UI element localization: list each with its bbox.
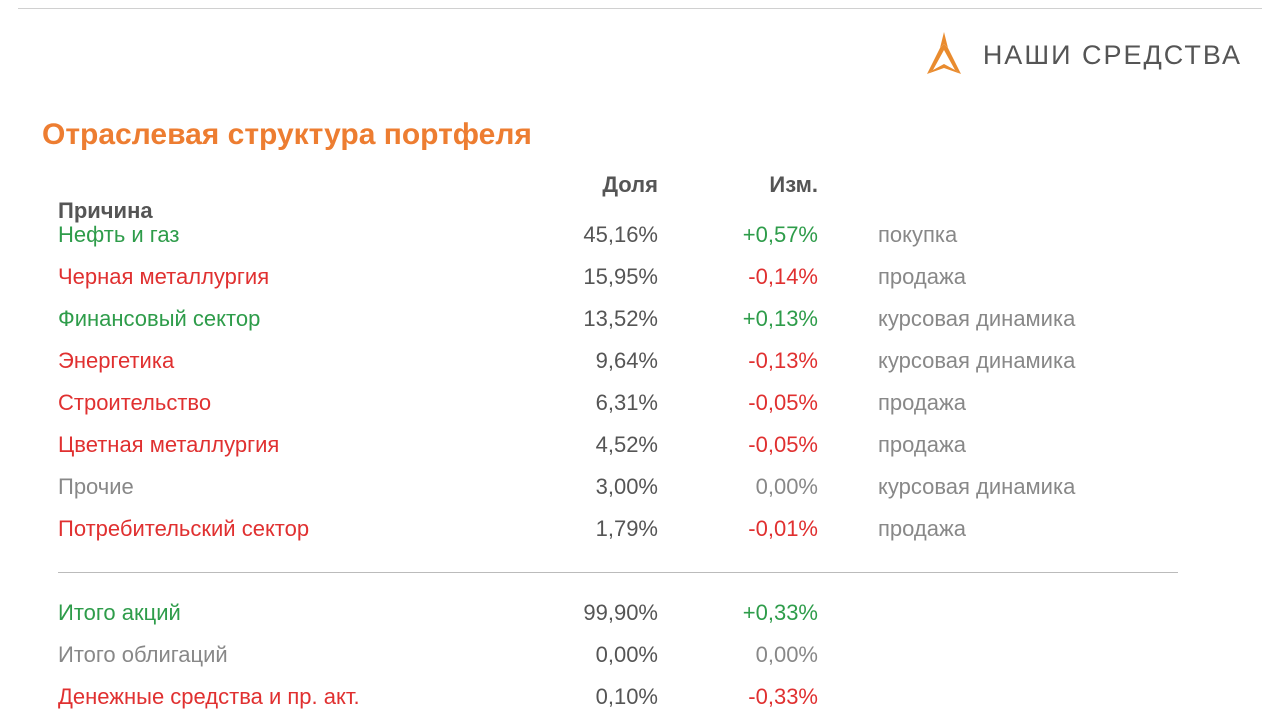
change-cell: -0,14%	[658, 264, 818, 290]
reason-cell: продажа	[878, 390, 1178, 416]
table-row: Строительство6,31%-0,05% продажа	[58, 382, 1178, 424]
change-cell: -0,05%	[658, 432, 818, 458]
sector-cell: Нефть и газ	[58, 222, 498, 248]
total-row: Итого акций99,90%+0,33%	[58, 592, 1178, 634]
sector-cell: Прочие	[58, 474, 498, 500]
brand-name: НАШИ СРЕДСТВА	[983, 40, 1242, 71]
reason-cell: продажа	[878, 264, 1178, 290]
portfolio-table: Доля Изм. Причина Нефть и газ45,16%+0,57…	[58, 172, 1178, 718]
share-cell: 9,64%	[498, 348, 658, 374]
total-row: Итого облигаций0,00%0,00%	[58, 634, 1178, 676]
total-row: Денежные средства и пр. акт.0,10%-0,33%	[58, 676, 1178, 718]
share-cell: 1,79%	[498, 516, 658, 542]
share-cell: 15,95%	[498, 264, 658, 290]
logo-icon	[919, 30, 969, 80]
sector-cell: Потребительский сектор	[58, 516, 498, 542]
change-cell: 0,00%	[658, 474, 818, 500]
brand-logo: НАШИ СРЕДСТВА	[919, 30, 1242, 80]
sector-cell: Цветная металлургия	[58, 432, 498, 458]
table-row: Энергетика9,64%-0,13% курсовая динамика	[58, 340, 1178, 382]
change-cell: -0,05%	[658, 390, 818, 416]
change-cell: +0,33%	[658, 600, 818, 626]
change-cell: -0,13%	[658, 348, 818, 374]
share-cell: 4,52%	[498, 432, 658, 458]
reason-cell: курсовая динамика	[878, 348, 1178, 374]
sector-cell: Денежные средства и пр. акт.	[58, 684, 498, 710]
table-divider-row	[58, 550, 1178, 592]
change-cell: +0,57%	[658, 222, 818, 248]
share-cell: 0,10%	[498, 684, 658, 710]
header-divider	[18, 8, 1262, 9]
table-row: Цветная металлургия4,52%-0,05% продажа	[58, 424, 1178, 466]
sector-cell: Финансовый сектор	[58, 306, 498, 332]
table-row: Финансовый сектор13,52%+0,13% курсовая ди…	[58, 298, 1178, 340]
table-row: Черная металлургия15,95%-0,14% продажа	[58, 256, 1178, 298]
table-row: Прочие3,00%0,00% курсовая динамика	[58, 466, 1178, 508]
reason-cell: курсовая динамика	[878, 306, 1178, 332]
sector-cell: Строительство	[58, 390, 498, 416]
sector-cell: Итого акций	[58, 600, 498, 626]
table-header-row: Доля Изм. Причина	[58, 172, 1178, 214]
header-change: Изм.	[658, 172, 818, 198]
change-cell: 0,00%	[658, 642, 818, 668]
share-cell: 13,52%	[498, 306, 658, 332]
header-share: Доля	[498, 172, 658, 198]
table-row: Потребительский сектор1,79%-0,01% продажа	[58, 508, 1178, 550]
share-cell: 6,31%	[498, 390, 658, 416]
reason-cell: покупка	[878, 222, 1178, 248]
share-cell: 99,90%	[498, 600, 658, 626]
sector-cell: Итого облигаций	[58, 642, 498, 668]
share-cell: 45,16%	[498, 222, 658, 248]
reason-cell: курсовая динамика	[878, 474, 1178, 500]
share-cell: 0,00%	[498, 642, 658, 668]
change-cell: -0,33%	[658, 684, 818, 710]
header-reason: Причина	[58, 198, 498, 224]
page-title: Отраслевая структура портфеля	[42, 118, 532, 152]
reason-cell: продажа	[878, 516, 1178, 542]
change-cell: -0,01%	[658, 516, 818, 542]
reason-cell: продажа	[878, 432, 1178, 458]
change-cell: +0,13%	[658, 306, 818, 332]
sector-cell: Энергетика	[58, 348, 498, 374]
share-cell: 3,00%	[498, 474, 658, 500]
sector-cell: Черная металлургия	[58, 264, 498, 290]
